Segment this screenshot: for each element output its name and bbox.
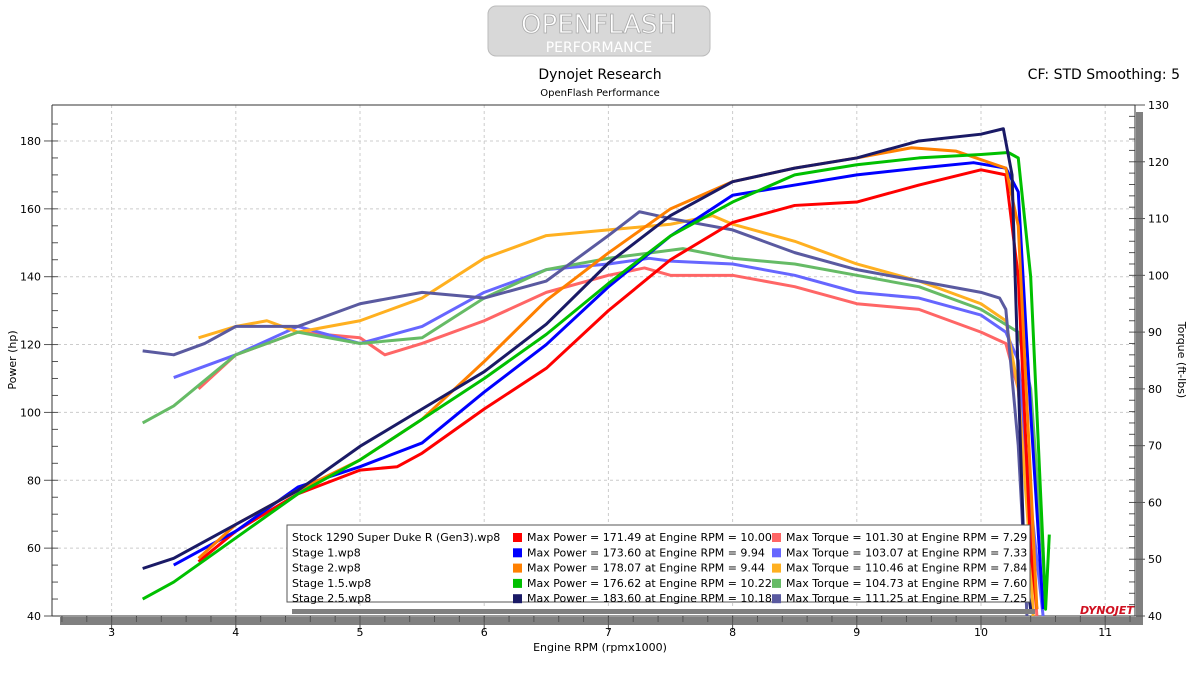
- legend-torque-label: Max Torque = 104.73 at Engine RPM = 7.60: [786, 577, 1027, 590]
- grid: [52, 105, 1135, 616]
- curves: [141, 127, 1051, 617]
- x-tick-label: 5: [357, 626, 364, 639]
- legend-run-name: Stock 1290 Super Duke R (Gen3).wp8: [292, 531, 500, 544]
- legend-power-label: Max Power = 171.49 at Engine RPM = 10.00: [527, 531, 772, 544]
- y-tick-label: 80: [27, 474, 41, 487]
- settings-label: CF: STD Smoothing: 5: [1028, 67, 1180, 83]
- y2-tick-label: 130: [1148, 99, 1169, 112]
- legend-torque-label: Max Torque = 101.30 at Engine RPM = 7.29: [786, 531, 1027, 544]
- y-tick-label: 160: [20, 203, 41, 216]
- y-tick-label: 180: [20, 135, 41, 148]
- x-tick-label: 11: [1098, 626, 1112, 639]
- legend-power-label: Max Power = 178.07 at Engine RPM = 9.44: [527, 562, 765, 575]
- logo: OPENFLASH PERFORMANCE: [487, 5, 711, 57]
- y2-tick-label: 110: [1148, 213, 1169, 226]
- legend-torque-label: Max Torque = 110.46 at Engine RPM = 7.84: [786, 562, 1027, 575]
- torque-line-4: [142, 210, 1029, 617]
- axes: 3 4 5 6 7 8 9 10 11 40 60 80 100 120 140 160 180 40 50 60 70…: [20, 99, 1169, 639]
- legend-run-name: Stage 1.5.wp8: [292, 577, 371, 590]
- y-tick-label: 140: [20, 271, 41, 284]
- y2-axis-shadow: [1136, 112, 1143, 625]
- y-tick-label: 60: [27, 542, 41, 555]
- torque-line-2: [198, 214, 1035, 617]
- y2-tick-label: 100: [1148, 269, 1169, 282]
- legend-torque-swatch: [772, 594, 781, 604]
- x-tick-label: 10: [974, 626, 988, 639]
- legend-torque-label: Max Torque = 103.07 at Engine RPM = 7.33: [786, 546, 1027, 559]
- x-axis-label: Engine RPM (rpmx1000): [533, 641, 667, 654]
- legend-torque-swatch: [772, 548, 781, 558]
- y2-tick-label: 80: [1148, 383, 1162, 396]
- x-tick-label: 4: [232, 626, 239, 639]
- legend-run-name: Stage 2.5.wp8: [292, 592, 371, 605]
- y2-tick-label: 70: [1148, 440, 1162, 453]
- legend-torque-swatch: [772, 578, 781, 588]
- legend-power-label: Max Power = 173.60 at Engine RPM = 9.94: [527, 546, 765, 559]
- x-tick-label: 7: [605, 626, 612, 639]
- y2-tick-label: 50: [1148, 553, 1162, 566]
- logo-line2: PERFORMANCE: [546, 40, 653, 56]
- y-axis-label: Power (hp): [6, 330, 19, 389]
- y2-tick-label: 40: [1148, 610, 1162, 623]
- legend-power-label: Max Power = 183.60 at Engine RPM = 10.18: [527, 592, 772, 605]
- x-tick-label: 9: [853, 626, 860, 639]
- legend-run-name: Stage 2.wp8: [292, 562, 361, 575]
- chart-title: Dynojet Research: [538, 67, 661, 83]
- legend-power-swatch: [513, 563, 522, 573]
- legend-power-swatch: [513, 578, 522, 588]
- legend-torque-label: Max Torque = 111.25 at Engine RPM = 7.25: [786, 592, 1027, 605]
- logo-line1: OPENFLASH: [521, 10, 677, 40]
- chart-subtitle: OpenFlash Performance: [540, 88, 659, 99]
- legend-power-swatch: [513, 548, 522, 558]
- y-tick-label: 100: [20, 406, 41, 419]
- x-tick-label: 8: [729, 626, 736, 639]
- x-tick-label: 3: [108, 626, 115, 639]
- dynojet-watermark: DYNOJET: [1080, 604, 1135, 617]
- power-line-3: [141, 151, 1051, 611]
- legend-power-label: Max Power = 176.62 at Engine RPM = 10.22: [527, 577, 772, 590]
- legend-power-swatch: [513, 594, 522, 604]
- legend-power-swatch: [513, 533, 522, 542]
- power-line-4: [142, 127, 1033, 610]
- x-tick-label: 6: [481, 626, 488, 639]
- legend: Stock 1290 Super Duke R (Gen3).wp8 Max Po…: [286, 524, 1035, 614]
- y-tick-label: 120: [20, 339, 41, 352]
- legend-torque-swatch: [772, 533, 781, 542]
- y-tick-label: 40: [27, 610, 41, 623]
- y2-tick-label: 90: [1148, 326, 1162, 339]
- x-axis-shadow: [60, 617, 1143, 625]
- y2-tick-label: 60: [1148, 496, 1162, 509]
- legend-torque-swatch: [772, 563, 781, 573]
- y2-tick-label: 120: [1148, 156, 1169, 169]
- y2-axis-label: Torque (ft-lbs): [1175, 321, 1188, 398]
- legend-run-name: Stage 1.wp8: [292, 546, 361, 559]
